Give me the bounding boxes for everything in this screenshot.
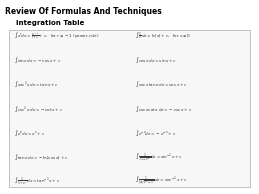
Text: $\int \frac{1}{|x|\sqrt{x^2-1}}\, dx = \sec^{-1} x + c$: $\int \frac{1}{|x|\sqrt{x^2-1}}\, dx = \… <box>135 175 188 187</box>
Text: $\int \frac{1}{\sqrt{1-x^2}}\, dx = \sin^{-1} x + c$: $\int \frac{1}{\sqrt{1-x^2}}\, dx = \sin… <box>135 151 183 163</box>
Text: $\int \frac{1}{x}\, dx = \ln|x| + c,\;$ for $x \neq 0$: $\int \frac{1}{x}\, dx = \ln|x| + c,\;$ … <box>135 31 191 41</box>
Text: $\int \sec x \tan x\, dx = \sec x + c$: $\int \sec x \tan x\, dx = \sec x + c$ <box>135 79 188 89</box>
Text: Review Of Formulas And Techniques: Review Of Formulas And Techniques <box>5 7 162 16</box>
FancyBboxPatch shape <box>9 30 250 187</box>
Text: $\int e^{-x} dx = -e^{-x} + c$: $\int e^{-x} dx = -e^{-x} + c$ <box>135 128 176 138</box>
Text: Integration Table: Integration Table <box>16 20 84 26</box>
Text: $\int \tan x\, dx = -\ln|\cos x| + c$: $\int \tan x\, dx = -\ln|\cos x| + c$ <box>14 152 69 162</box>
Text: $\int \csc x \cot x\, dx = -\csc x + c$: $\int \csc x \cot x\, dx = -\csc x + c$ <box>135 104 192 114</box>
Text: $\int e^x dx = e^x + c$: $\int e^x dx = e^x + c$ <box>14 128 46 138</box>
Text: $\int x^r dx = \frac{x^{r+1}}{r+1} + c,\;$ for $r \neq -1$ (power rule): $\int x^r dx = \frac{x^{r+1}}{r+1} + c,\… <box>14 30 100 41</box>
Text: $\int \csc^2 x\, dx = -\cot x + c$: $\int \csc^2 x\, dx = -\cot x + c$ <box>14 104 64 114</box>
Text: $\int \sin x\, dx = -\cos x + c$: $\int \sin x\, dx = -\cos x + c$ <box>14 55 61 65</box>
Text: $\int \frac{1}{1+x^2}\, dx = \tan^{-1} x + c$: $\int \frac{1}{1+x^2}\, dx = \tan^{-1} x… <box>14 176 61 187</box>
Text: $\int \cos x\, dx = \sin x + c$: $\int \cos x\, dx = \sin x + c$ <box>135 55 177 65</box>
Text: $\int \sec^2 x\, dx = \tan x + c$: $\int \sec^2 x\, dx = \tan x + c$ <box>14 79 59 89</box>
